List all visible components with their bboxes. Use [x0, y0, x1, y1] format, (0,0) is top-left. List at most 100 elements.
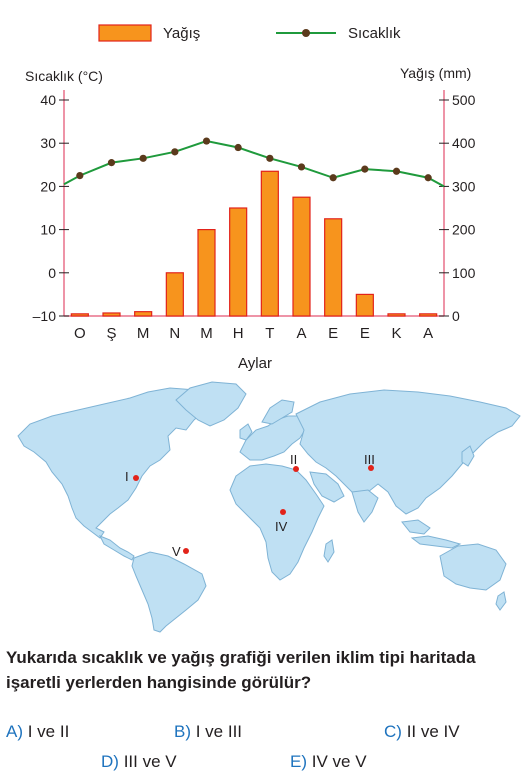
central-america	[98, 535, 135, 561]
option-text: I ve II	[27, 722, 70, 741]
temperature-line	[63, 140, 445, 188]
marker-iv: IV	[275, 509, 288, 534]
temperature-point	[139, 154, 147, 162]
option-letter: C)	[384, 722, 402, 741]
precip-bar	[260, 170, 279, 317]
right-tick-label: 300	[452, 178, 476, 194]
x-tick-label: N	[169, 325, 180, 342]
option-e[interactable]: E) IV ve V	[290, 752, 367, 772]
south-america	[131, 551, 207, 633]
japan	[461, 445, 475, 467]
legend-bar-label: Yağış	[163, 25, 200, 42]
precip-bar	[197, 229, 216, 317]
marker-ii: II	[290, 452, 299, 472]
right-tick-label: 500	[452, 92, 476, 108]
legend-line-label: Sıcaklık	[348, 25, 401, 42]
temperature-point	[361, 165, 369, 173]
southeast-asia	[401, 519, 431, 535]
marker-i: I	[125, 469, 139, 484]
x-tick-label: H	[233, 325, 244, 342]
marker-dot	[280, 509, 286, 515]
left-tick-label: –10	[33, 308, 57, 324]
option-text: III ve V	[123, 752, 177, 771]
precip-bar	[229, 207, 248, 317]
option-text: IV ve V	[311, 752, 367, 771]
marker-dot	[183, 548, 189, 554]
precip-bar	[134, 311, 153, 317]
x-tick-label: E	[360, 325, 370, 342]
option-letter: D)	[101, 752, 119, 771]
option-text: I ve III	[195, 722, 243, 741]
x-tick-label: Ş	[106, 325, 116, 342]
left-tick-label: 10	[40, 222, 56, 238]
option-b[interactable]: B) I ve III	[174, 722, 242, 742]
new-zealand	[495, 591, 507, 611]
british-isles	[239, 423, 253, 441]
temperature-point	[392, 167, 401, 175]
temperature-point	[297, 163, 306, 171]
marker-iii: III	[364, 452, 375, 471]
precip-bar	[165, 272, 184, 317]
temperature-point	[234, 143, 242, 152]
marker-dot	[368, 465, 374, 471]
option-text: II ve IV	[406, 722, 460, 741]
climate-chart: Yağış Sıcaklık Sıcaklık (°C) Yağış (mm) 40 30…	[25, 24, 476, 372]
x-tick-label: M	[137, 325, 150, 342]
question-text: Yukarıda sıcaklık ve yağış grafiği veril…	[6, 648, 476, 692]
option-letter: E)	[290, 752, 307, 771]
x-tick-label: O	[74, 325, 86, 342]
north-america	[17, 387, 217, 539]
temperature-point	[202, 137, 211, 145]
legend-line-marker	[302, 29, 310, 37]
option-letter: A)	[6, 722, 23, 741]
marker-v: V	[172, 544, 189, 559]
arabia	[309, 471, 345, 503]
temperature-point	[266, 154, 274, 162]
precip-bar	[102, 312, 121, 317]
right-tick-label: 400	[452, 135, 476, 151]
right-tick-label: 200	[452, 222, 476, 238]
indonesia	[410, 535, 462, 549]
left-tick-label: 0	[48, 265, 56, 281]
marker-dot	[133, 475, 139, 481]
marker-label: III	[364, 452, 375, 467]
marker-dot	[293, 466, 299, 472]
precip-bar	[324, 218, 343, 317]
precip-bar	[292, 196, 311, 317]
world-map: I II III IV V	[17, 381, 521, 633]
marker-label: II	[290, 452, 297, 467]
madagascar	[323, 539, 335, 563]
option-c[interactable]: C) II ve IV	[384, 722, 460, 742]
marker-label: V	[172, 544, 181, 559]
left-tick-label: 40	[40, 92, 56, 108]
precip-bar	[355, 293, 374, 317]
map-markers: I II III IV V	[125, 452, 375, 559]
legend-bar-swatch	[98, 24, 152, 42]
temperature-point	[76, 172, 84, 180]
australia	[439, 543, 507, 591]
x-tick-label: A	[423, 325, 433, 342]
temperature-point	[171, 148, 179, 156]
temperature-point	[329, 174, 337, 182]
x-tick-label: E	[328, 325, 338, 342]
continents	[17, 381, 521, 633]
scandinavia	[261, 399, 295, 425]
x-tick-label: T	[265, 325, 274, 342]
left-axis-title: Sıcaklık (°C)	[25, 68, 103, 84]
africa	[229, 463, 325, 581]
right-tick-label: 100	[452, 265, 476, 281]
x-tick-label: A	[296, 325, 306, 342]
option-a[interactable]: A) I ve II	[6, 722, 69, 742]
x-tick-label: K	[391, 325, 401, 342]
greenland	[175, 381, 247, 427]
left-tick-label: 30	[40, 135, 56, 151]
marker-label: IV	[275, 519, 288, 534]
precip-bar	[419, 313, 438, 317]
asia	[295, 389, 521, 515]
left-tick-label: 20	[40, 178, 56, 194]
temperature-point	[107, 159, 116, 167]
x-tick-label: M	[200, 325, 213, 342]
right-tick-label: 0	[452, 308, 460, 324]
precip-bar	[70, 313, 89, 317]
option-d[interactable]: D) III ve V	[101, 752, 177, 772]
